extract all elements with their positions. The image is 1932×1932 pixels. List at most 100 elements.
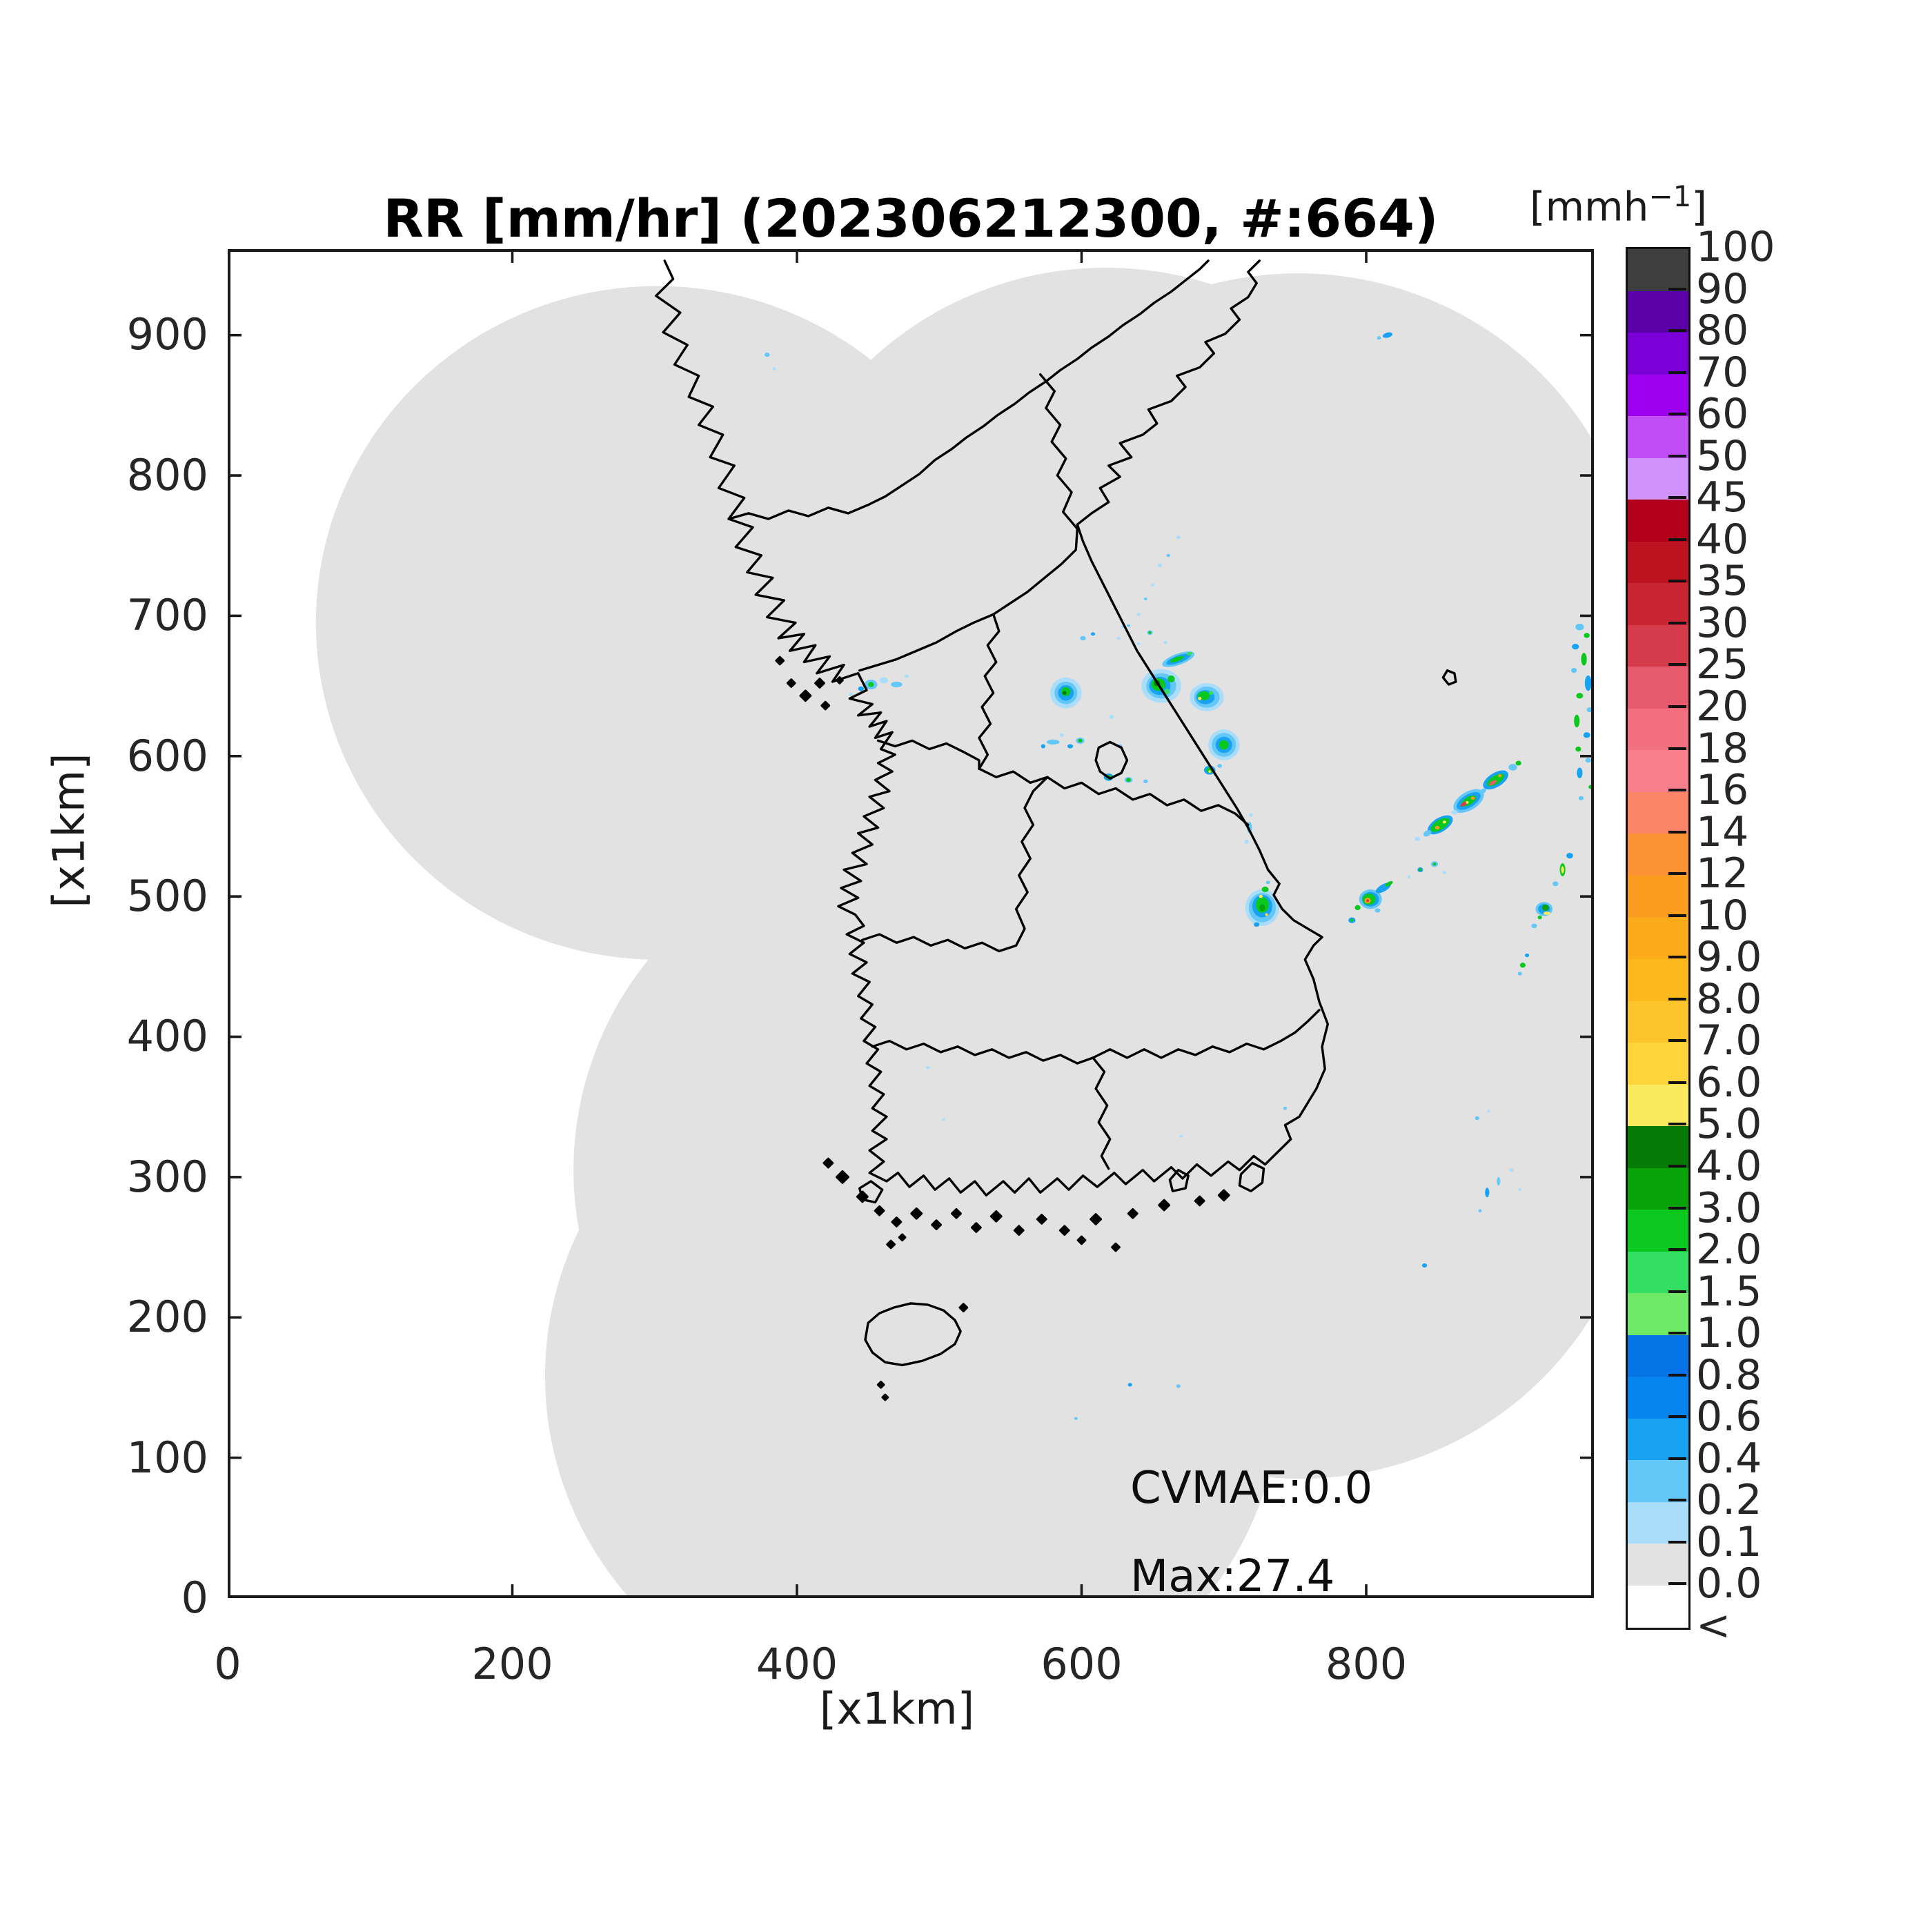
x-tick-label: 800	[1325, 1639, 1408, 1689]
colorbar-tick	[1668, 1290, 1686, 1293]
colorbar-unit-sup: −1	[1648, 179, 1692, 213]
colorbar-tick	[1668, 1332, 1686, 1335]
colorbar-edge-label: 4.0	[1696, 1142, 1762, 1190]
colorbar-edge-label: 10	[1696, 891, 1749, 940]
y-tick-label: 600	[126, 730, 208, 781]
colorbar-segment	[1628, 541, 1688, 584]
colorbar-edge-label: 90	[1696, 264, 1749, 313]
colorbar-segment	[1628, 959, 1688, 1001]
colorbar-edge-label: 100	[1696, 223, 1775, 271]
colorbar-tick	[1668, 705, 1686, 708]
colorbar-tick	[1668, 1457, 1686, 1460]
colorbar-edge-label: 5.0	[1696, 1100, 1762, 1149]
colorbar-edge-label: 80	[1696, 306, 1749, 355]
basemap-layer	[656, 261, 1456, 1400]
colorbar-edge-label: 70	[1696, 348, 1749, 397]
colorbar-tick	[1668, 1373, 1686, 1377]
colorbar-edge-label: 1.5	[1696, 1267, 1762, 1316]
colorbar-tick	[1668, 1039, 1686, 1043]
colorbar-segment	[1628, 1126, 1688, 1168]
colorbar-edge-label: 8.0	[1696, 974, 1762, 1023]
y-tick-label: 100	[126, 1432, 208, 1483]
colorbar-tick	[1668, 621, 1686, 624]
y-tick-label: 900	[126, 309, 208, 360]
colorbar-edge-label: 12	[1696, 849, 1749, 898]
colorbar-segment	[1628, 1084, 1688, 1127]
colorbar-segment	[1628, 917, 1688, 960]
colorbar-tick	[1668, 914, 1686, 917]
colorbar-segment	[1628, 1043, 1688, 1085]
max-value-text: Max:27.4	[1130, 1551, 1335, 1602]
colorbar-edge-label: 0.1	[1696, 1517, 1762, 1566]
y-tick-label: 700	[126, 590, 208, 641]
colorbar-edge-label: 0.4	[1696, 1434, 1762, 1483]
colorbar-tick	[1668, 747, 1686, 750]
colorbar-segment	[1628, 708, 1688, 751]
y-tick-label: 300	[126, 1151, 208, 1202]
colorbar-tick	[1668, 1540, 1686, 1544]
colorbar-tick	[1668, 789, 1686, 792]
colorbar-segment	[1628, 1000, 1688, 1043]
colorbar-edge-label: <	[1696, 1601, 1731, 1650]
colorbar	[1626, 247, 1690, 1630]
y-tick-label: 400	[126, 1011, 208, 1062]
colorbar-tick	[1668, 1123, 1686, 1126]
colorbar-segment	[1628, 374, 1688, 417]
colorbar-segment	[1628, 290, 1688, 333]
colorbar-segment	[1628, 1377, 1688, 1419]
colorbar-edge-label: 45	[1696, 473, 1749, 522]
colorbar-edge-label: 25	[1696, 640, 1749, 689]
colorbar-segment	[1628, 457, 1688, 500]
colorbar-edge-label: 0.6	[1696, 1392, 1762, 1441]
y-tick-label: 800	[126, 449, 208, 500]
x-tick-label: 0	[214, 1639, 241, 1689]
x-tick-label: 600	[1041, 1639, 1123, 1689]
colorbar-edge-label: 9.0	[1696, 933, 1762, 982]
colorbar-edge-label: 0.0	[1696, 1559, 1762, 1608]
colorbar-tick	[1668, 413, 1686, 416]
coverage-layer	[315, 268, 1594, 1598]
y-tick-label: 200	[126, 1292, 208, 1343]
cvmae-text: CVMAE:0.0	[1130, 1463, 1373, 1514]
colorbar-segment	[1628, 583, 1688, 625]
colorbar-edge-label: 6.0	[1696, 1058, 1762, 1107]
colorbar-tick	[1668, 538, 1686, 541]
y-tick-label: 0	[181, 1573, 208, 1623]
colorbar-tick	[1668, 830, 1686, 834]
colorbar-tick	[1668, 1582, 1686, 1586]
colorbar-segment	[1628, 667, 1688, 709]
colorbar-segment	[1628, 1251, 1688, 1294]
x-tick-label: 200	[471, 1639, 553, 1689]
colorbar-edge-label: 20	[1696, 682, 1749, 731]
colorbar-edge-label: 14	[1696, 807, 1749, 856]
colorbar-tick	[1668, 997, 1686, 1000]
chart-title: RR [mm/hr] (202306212300, #:664)	[383, 188, 1439, 249]
colorbar-tick	[1668, 1248, 1686, 1252]
echo-layer	[764, 332, 1594, 1420]
colorbar-edge-label: 16	[1696, 766, 1749, 815]
colorbar-edge-label: 7.0	[1696, 1016, 1762, 1065]
colorbar-segment	[1628, 1586, 1688, 1628]
colorbar-tick	[1668, 1081, 1686, 1084]
radar-map	[228, 249, 1594, 1598]
colorbar-unit-pre: [mmh	[1530, 183, 1649, 230]
colorbar-tick	[1668, 496, 1686, 500]
colorbar-edge-label: 2.0	[1696, 1225, 1762, 1274]
colorbar-unit-post: ]	[1691, 183, 1707, 230]
colorbar-segment	[1628, 1293, 1688, 1335]
colorbar-tick	[1668, 287, 1686, 290]
colorbar-segment	[1628, 333, 1688, 375]
x-axis-label: [x1km]	[819, 1684, 975, 1734]
colorbar-segment	[1628, 1167, 1688, 1210]
colorbar-edge-label: 60	[1696, 390, 1749, 439]
colorbar-segment	[1628, 1501, 1688, 1544]
colorbar-tick	[1668, 1415, 1686, 1419]
colorbar-unit-label: [mmh−1]	[1518, 179, 1707, 230]
colorbar-tick	[1668, 1206, 1686, 1210]
colorbar-tick	[1668, 956, 1686, 959]
colorbar-edge-label: 0.8	[1696, 1350, 1762, 1399]
colorbar-segment	[1628, 500, 1688, 542]
colorbar-segment	[1628, 624, 1688, 667]
colorbar-tick	[1668, 329, 1686, 333]
map-plot-area	[228, 249, 1594, 1598]
